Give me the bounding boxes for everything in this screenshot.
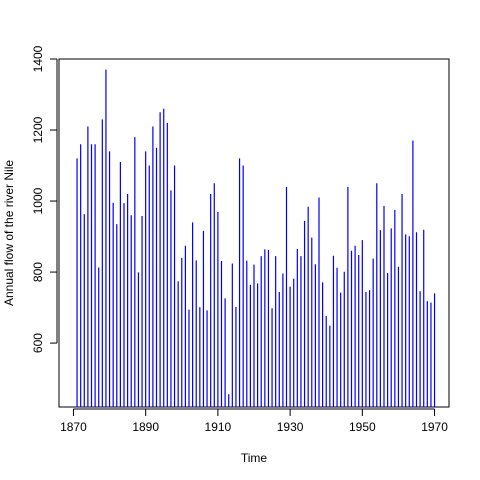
y-tick-label: 1400 <box>31 45 45 72</box>
y-tick-label: 600 <box>31 333 45 353</box>
x-axis: 1870 1890 1910 1930 1950 1970 <box>60 408 448 434</box>
y-tick-label: 1000 <box>31 187 45 214</box>
x-tick-label: 1870 <box>60 420 87 434</box>
y-axis-label: Annual flow of the river Nile <box>2 160 16 306</box>
x-axis-label: Time <box>241 451 268 465</box>
x-tick-label: 1910 <box>205 420 232 434</box>
x-tick-label: 1890 <box>132 420 159 434</box>
y-tick-label: 800 <box>31 262 45 282</box>
x-tick-label: 1970 <box>421 420 448 434</box>
data-spikes <box>76 69 436 407</box>
x-tick-label: 1950 <box>349 420 376 434</box>
y-axis: 600 800 1000 1200 1400 <box>31 45 58 353</box>
y-tick-label: 1200 <box>31 116 45 143</box>
x-tick-label: 1930 <box>277 420 304 434</box>
